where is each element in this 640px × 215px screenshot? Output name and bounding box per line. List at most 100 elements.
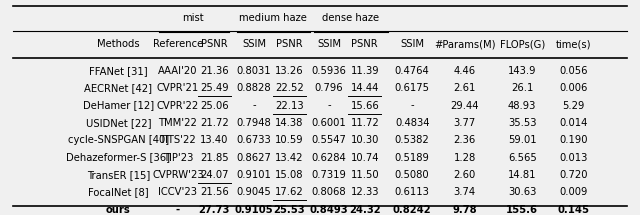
- Text: 0.4834: 0.4834: [395, 118, 429, 128]
- Text: 0.4764: 0.4764: [395, 66, 429, 76]
- Text: 3.77: 3.77: [454, 118, 476, 128]
- Text: 1.28: 1.28: [454, 153, 476, 163]
- Text: 14.44: 14.44: [351, 83, 379, 93]
- Text: 0.5080: 0.5080: [395, 170, 429, 180]
- Text: TITS'22: TITS'22: [159, 135, 196, 145]
- Text: 21.56: 21.56: [200, 187, 228, 197]
- Text: 0.8242: 0.8242: [393, 205, 431, 215]
- Text: 24.32: 24.32: [349, 205, 381, 215]
- Text: CVPR'21: CVPR'21: [157, 83, 199, 93]
- Text: 143.9: 143.9: [508, 66, 536, 76]
- Text: -: -: [410, 101, 414, 111]
- Text: 10.30: 10.30: [351, 135, 379, 145]
- Text: TMM'22: TMM'22: [159, 118, 197, 128]
- Text: CVPR'22: CVPR'22: [157, 101, 199, 111]
- Text: dense haze: dense haze: [321, 13, 379, 23]
- Text: 2.61: 2.61: [454, 83, 476, 93]
- Text: 0.8031: 0.8031: [237, 66, 271, 76]
- Text: 11.72: 11.72: [351, 118, 379, 128]
- Text: -: -: [176, 205, 180, 215]
- Text: 0.6284: 0.6284: [312, 153, 346, 163]
- Text: 25.06: 25.06: [200, 101, 228, 111]
- Text: 10.74: 10.74: [351, 153, 379, 163]
- Text: 0.6733: 0.6733: [237, 135, 271, 145]
- Text: 24.07: 24.07: [200, 170, 228, 180]
- Text: 29.44: 29.44: [451, 101, 479, 111]
- Text: 0.8493: 0.8493: [310, 205, 348, 215]
- Text: 2.60: 2.60: [454, 170, 476, 180]
- Text: SSIM: SSIM: [242, 39, 266, 49]
- Text: 0.013: 0.013: [559, 153, 588, 163]
- Text: 13.42: 13.42: [275, 153, 303, 163]
- Text: AECRNet [42]: AECRNet [42]: [84, 83, 152, 93]
- Text: 25.53: 25.53: [273, 205, 305, 215]
- Text: CVPRW'23: CVPRW'23: [152, 170, 204, 180]
- Text: PSNR: PSNR: [276, 39, 303, 49]
- Text: 14.38: 14.38: [275, 118, 303, 128]
- Text: time(s): time(s): [556, 39, 591, 49]
- Text: SSIM: SSIM: [317, 39, 341, 49]
- Text: 0.006: 0.006: [559, 83, 588, 93]
- Text: 0.8068: 0.8068: [312, 187, 346, 197]
- Text: 6.565: 6.565: [508, 153, 536, 163]
- Text: 15.08: 15.08: [275, 170, 303, 180]
- Text: -: -: [327, 101, 331, 111]
- Text: 0.9101: 0.9101: [237, 170, 271, 180]
- Text: 25.49: 25.49: [200, 83, 228, 93]
- Text: 0.9105: 0.9105: [235, 205, 273, 215]
- Text: ours: ours: [106, 205, 131, 215]
- Text: 12.33: 12.33: [351, 187, 379, 197]
- Text: 0.6113: 0.6113: [395, 187, 429, 197]
- Text: 22.13: 22.13: [275, 101, 303, 111]
- Text: 10.59: 10.59: [275, 135, 303, 145]
- Text: 17.62: 17.62: [275, 187, 303, 197]
- Text: 0.6001: 0.6001: [312, 118, 346, 128]
- Text: 3.74: 3.74: [454, 187, 476, 197]
- Text: 0.056: 0.056: [559, 66, 588, 76]
- Text: 13.40: 13.40: [200, 135, 228, 145]
- Text: 11.50: 11.50: [351, 170, 379, 180]
- Text: 5.29: 5.29: [563, 101, 584, 111]
- Text: SSIM: SSIM: [400, 39, 424, 49]
- Text: 0.8828: 0.8828: [237, 83, 271, 93]
- Text: 0.5382: 0.5382: [395, 135, 429, 145]
- Text: 0.009: 0.009: [559, 187, 588, 197]
- Text: AAAI'20: AAAI'20: [158, 66, 198, 76]
- Text: 4.46: 4.46: [454, 66, 476, 76]
- Text: -: -: [252, 101, 256, 111]
- Text: PSNR: PSNR: [201, 39, 228, 49]
- Text: 0.720: 0.720: [559, 170, 588, 180]
- Text: TransER [15]: TransER [15]: [87, 170, 150, 180]
- Text: DeHamer [12]: DeHamer [12]: [83, 101, 154, 111]
- Text: 0.014: 0.014: [559, 118, 588, 128]
- Text: 11.39: 11.39: [351, 66, 379, 76]
- Text: 27.73: 27.73: [198, 205, 230, 215]
- Text: 0.6175: 0.6175: [395, 83, 429, 93]
- Text: 2.36: 2.36: [454, 135, 476, 145]
- Text: 21.85: 21.85: [200, 153, 228, 163]
- Text: TIP'23: TIP'23: [163, 153, 193, 163]
- Text: 22.52: 22.52: [275, 83, 303, 93]
- Text: 9.78: 9.78: [452, 205, 477, 215]
- Text: 14.81: 14.81: [508, 170, 536, 180]
- Text: medium haze: medium haze: [239, 13, 307, 23]
- Text: 0.190: 0.190: [559, 135, 588, 145]
- Text: 21.36: 21.36: [200, 66, 228, 76]
- Text: ICCV'23: ICCV'23: [159, 187, 197, 197]
- Text: 0.9045: 0.9045: [237, 187, 271, 197]
- Text: 21.72: 21.72: [200, 118, 228, 128]
- Text: 13.26: 13.26: [275, 66, 303, 76]
- Text: 48.93: 48.93: [508, 101, 536, 111]
- Text: Reference: Reference: [153, 39, 203, 49]
- Text: 0.796: 0.796: [315, 83, 343, 93]
- Text: mist: mist: [182, 13, 204, 23]
- Text: 0.5547: 0.5547: [312, 135, 346, 145]
- Text: 0.7948: 0.7948: [237, 118, 271, 128]
- Text: 0.7319: 0.7319: [312, 170, 346, 180]
- Text: PSNR: PSNR: [351, 39, 378, 49]
- Text: 0.8627: 0.8627: [237, 153, 271, 163]
- Text: FLOPs(G): FLOPs(G): [500, 39, 545, 49]
- Text: 26.1: 26.1: [511, 83, 533, 93]
- Text: 0.5936: 0.5936: [312, 66, 346, 76]
- Text: 15.66: 15.66: [351, 101, 379, 111]
